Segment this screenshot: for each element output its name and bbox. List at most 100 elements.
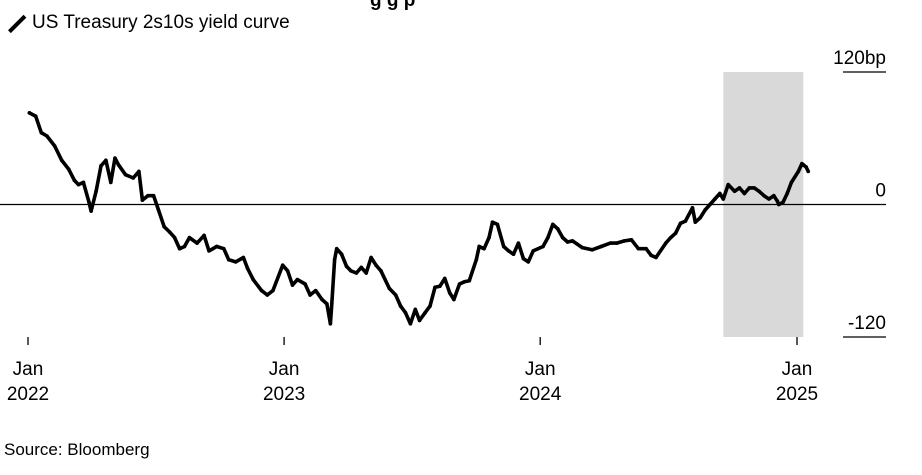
data-point [511, 252, 516, 256]
data-point [408, 321, 413, 326]
data-point [636, 246, 641, 251]
data-point [325, 302, 329, 306]
data-point [151, 193, 156, 198]
x-tick-label-year: 2024 [519, 384, 562, 405]
data-point [330, 302, 334, 306]
data-point [732, 189, 737, 194]
x-tick-label-month: Jan [525, 359, 556, 380]
data-point [551, 222, 555, 227]
data-point [806, 169, 811, 174]
data-point [354, 271, 359, 275]
data-point [187, 235, 192, 240]
data-point [339, 252, 344, 256]
data-point [462, 279, 467, 284]
data-point [403, 310, 408, 315]
data-point [207, 249, 211, 253]
data-point [457, 282, 462, 286]
data-point [245, 266, 250, 271]
data-point [785, 191, 789, 196]
legend-label: US Treasury 2s10s yield curve [32, 12, 290, 33]
y-tick-label: -120 [848, 313, 886, 334]
data-point [89, 209, 93, 213]
data-point [72, 178, 77, 183]
data-point [131, 176, 136, 180]
data-point [673, 231, 678, 236]
data-point [590, 247, 594, 252]
data-point [379, 268, 383, 273]
data-point [781, 200, 785, 205]
data-point [334, 246, 339, 251]
data-point [226, 257, 231, 262]
data-point [438, 284, 442, 289]
y-tick-label: 0 [875, 181, 886, 202]
data-point [742, 191, 747, 196]
data-point [66, 167, 71, 171]
x-tick-label-year: 2025 [776, 384, 818, 405]
x-tick-label-month: Jan [782, 359, 813, 380]
data-point [156, 208, 161, 212]
data-point [393, 293, 398, 297]
data-point [804, 165, 808, 169]
data-point [747, 186, 752, 190]
data-point [364, 271, 368, 275]
data-point [772, 193, 776, 198]
data-point [490, 220, 495, 224]
data-point [560, 235, 565, 240]
data-point [146, 193, 150, 198]
data-point [521, 256, 526, 261]
data-point [221, 246, 226, 251]
y-tick-label: 120bp [833, 48, 886, 69]
data-point [726, 182, 731, 187]
data-point [359, 265, 364, 270]
data-point [265, 293, 270, 297]
data-point [668, 235, 673, 240]
data-point [752, 186, 756, 190]
data-point [467, 278, 472, 283]
data-point [546, 235, 550, 240]
data-point [622, 239, 627, 243]
data-point [241, 255, 246, 260]
data-point [94, 189, 98, 194]
x-tick-label-month: Jan [269, 359, 300, 380]
x-tick-label-month: Jan [13, 359, 44, 380]
data-point [214, 244, 219, 249]
data-point [113, 156, 117, 160]
data-point [308, 293, 312, 297]
data-point [87, 200, 91, 205]
data-point [428, 304, 432, 308]
data-point [565, 240, 570, 244]
data-point [280, 263, 285, 268]
data-point [477, 244, 481, 249]
data-point [775, 199, 780, 203]
data-point [202, 233, 206, 238]
data-point [644, 246, 648, 251]
data-point [718, 191, 722, 196]
data-point [482, 246, 486, 251]
data-point [531, 249, 535, 253]
data-point [59, 158, 64, 163]
data-point [713, 197, 717, 201]
data-point [526, 260, 531, 264]
data-point [182, 244, 187, 249]
data-point [177, 246, 182, 251]
data-point [708, 202, 712, 207]
data-point [108, 180, 113, 185]
data-point [608, 241, 613, 245]
data-point [452, 297, 456, 302]
series-line [27, 111, 810, 326]
data-point [447, 291, 452, 295]
data-point [506, 249, 511, 253]
data-point [140, 198, 145, 202]
data-point [767, 197, 771, 201]
data-point [290, 283, 295, 287]
data-point [162, 224, 166, 229]
data-point [762, 193, 766, 198]
tick-label-layer: 120bp 0 -120 Jan 2022 Jan 2023 Jan 2024 Jan 2025 [7, 48, 886, 405]
chart-title-fragment: g g p [370, 0, 416, 11]
data-point [81, 180, 86, 185]
data-point [251, 277, 256, 282]
data-point [259, 288, 264, 293]
data-point [374, 263, 378, 268]
data-point [433, 285, 437, 290]
